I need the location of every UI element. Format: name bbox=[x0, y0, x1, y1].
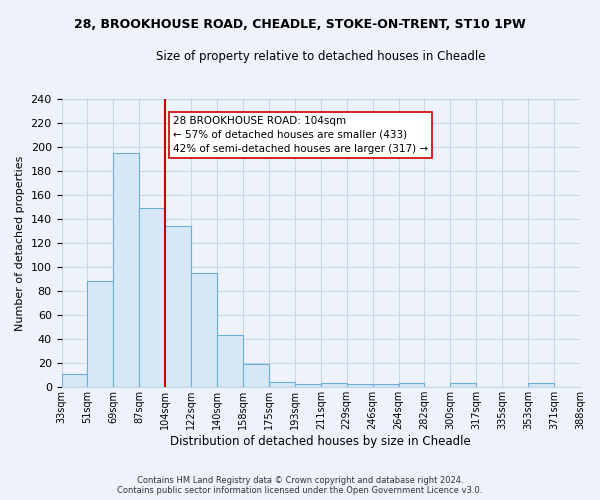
Bar bbox=[191, 273, 217, 387]
Bar bbox=[217, 335, 243, 387]
Bar bbox=[398, 383, 424, 387]
Bar bbox=[451, 383, 476, 387]
Bar bbox=[295, 384, 321, 387]
Bar bbox=[113, 153, 139, 387]
Bar bbox=[243, 364, 269, 387]
Bar bbox=[269, 382, 295, 387]
Y-axis label: Number of detached properties: Number of detached properties bbox=[15, 155, 25, 330]
Bar bbox=[321, 383, 347, 387]
Bar bbox=[528, 383, 554, 387]
Bar bbox=[139, 208, 165, 387]
X-axis label: Distribution of detached houses by size in Cheadle: Distribution of detached houses by size … bbox=[170, 434, 471, 448]
Text: Contains HM Land Registry data © Crown copyright and database right 2024.
Contai: Contains HM Land Registry data © Crown c… bbox=[118, 476, 482, 495]
Bar bbox=[347, 384, 373, 387]
Text: 28, BROOKHOUSE ROAD, CHEADLE, STOKE-ON-TRENT, ST10 1PW: 28, BROOKHOUSE ROAD, CHEADLE, STOKE-ON-T… bbox=[74, 18, 526, 30]
Text: 28 BROOKHOUSE ROAD: 104sqm
← 57% of detached houses are smaller (433)
42% of sem: 28 BROOKHOUSE ROAD: 104sqm ← 57% of deta… bbox=[173, 116, 428, 154]
Bar bbox=[165, 226, 191, 387]
Bar bbox=[373, 384, 398, 387]
Title: Size of property relative to detached houses in Cheadle: Size of property relative to detached ho… bbox=[156, 50, 485, 63]
Bar bbox=[62, 374, 88, 387]
Bar bbox=[88, 281, 113, 387]
